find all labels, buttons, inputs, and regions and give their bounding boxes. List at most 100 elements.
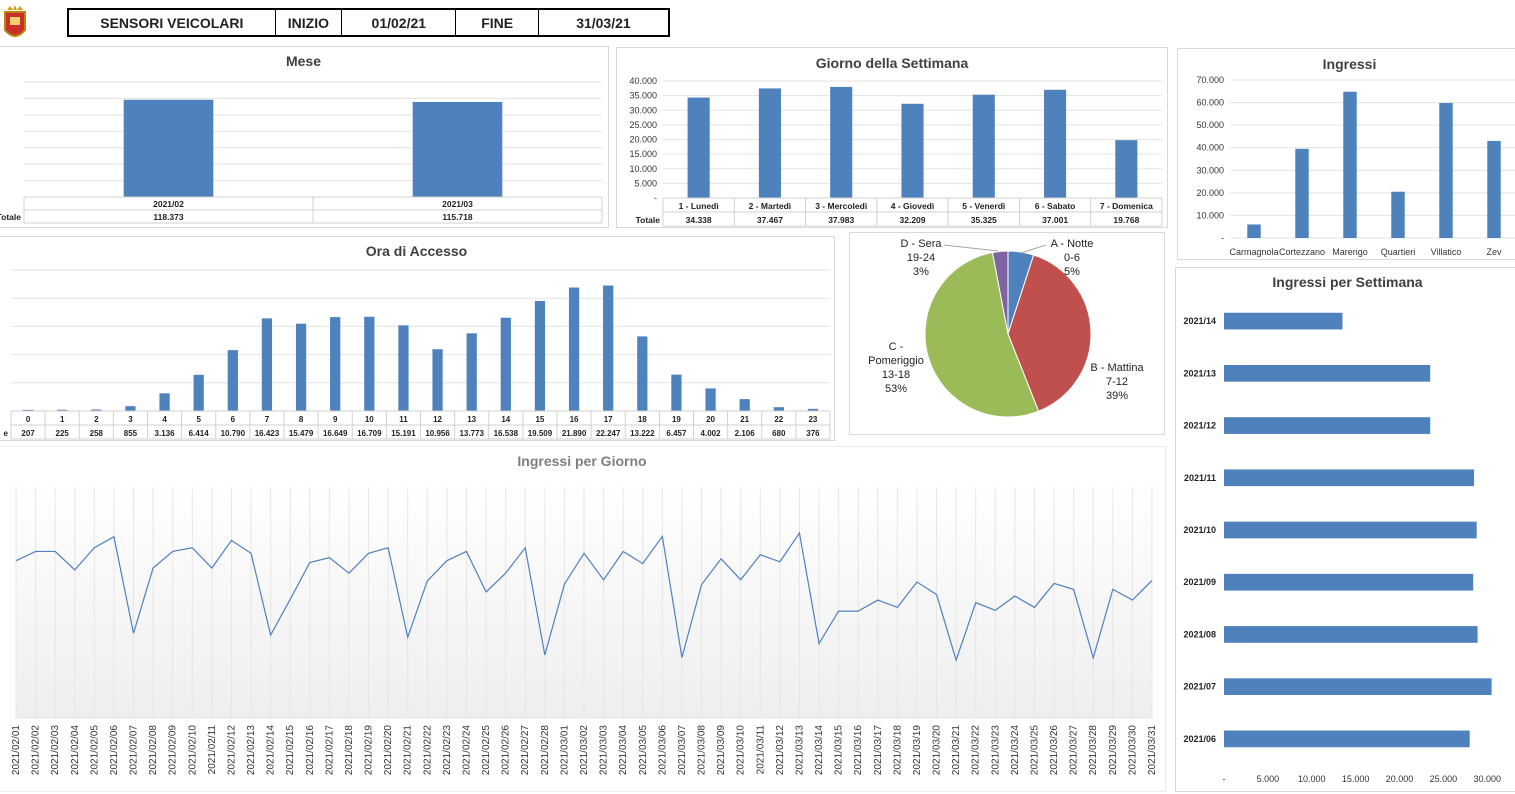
- x-tick-label: 2021/02/01: [11, 725, 22, 775]
- y-tick-label: 40.000: [629, 76, 657, 86]
- ingressi-panel: Ingressi - 10.000 20.000 30.000 40.000 50.000…: [1177, 48, 1515, 260]
- data-label: 6.457: [666, 429, 687, 438]
- x-tick-label: 2021/02/04: [70, 725, 81, 775]
- end-date: 31/03/21: [576, 14, 631, 31]
- category-label: 12: [433, 415, 442, 424]
- x-tick-label: 2021/02/13: [246, 725, 257, 775]
- x-tick-label: 2021/03/27: [1069, 725, 1080, 775]
- category-label: 22: [774, 415, 783, 424]
- bar: [123, 99, 214, 197]
- x-tick-label: 2021/02/02: [31, 725, 42, 775]
- pie-label: C -Pomeriggio 13-18 53%: [868, 341, 924, 395]
- category-label: 18: [638, 415, 647, 424]
- x-tick-label: 2021/03/04: [618, 725, 629, 775]
- bar: [637, 336, 648, 411]
- fascia-panel: A - Notte 0-6 5% B - Mattina 7-12 39% C -Pomer…: [849, 232, 1165, 435]
- category-label: 2 - Martedì: [749, 201, 792, 211]
- bar: [830, 86, 853, 198]
- x-tick-label: 2021/02/16: [305, 725, 316, 775]
- data-label: 37.001: [1042, 215, 1068, 225]
- x-tick-label: 2021/02/24: [461, 725, 472, 775]
- x-tick-label: 2021/03/11: [755, 725, 766, 775]
- category-label: 3: [128, 415, 133, 424]
- bar: [57, 409, 68, 411]
- data-label: 19.768: [1113, 215, 1139, 225]
- chart-title: Ingressi per Settimana: [1272, 274, 1423, 290]
- category-label: 13: [467, 415, 476, 424]
- category-label: 15: [535, 415, 544, 424]
- x-tick-label: 2021/03/31: [1147, 725, 1158, 775]
- data-label: 115.718: [442, 212, 473, 222]
- data-label: 37.467: [757, 215, 783, 225]
- x-tick-label: 2021/02/10: [187, 725, 198, 775]
- x-tick-label: 2021/03/13: [794, 725, 805, 775]
- bar: [227, 350, 238, 411]
- data-label: 207: [21, 429, 35, 438]
- data-label: 258: [90, 429, 104, 438]
- y-tick-label: 10.000: [1196, 210, 1224, 220]
- category-label: 1: [60, 415, 65, 424]
- x-tick-label: 2021/03/22: [971, 725, 982, 775]
- report-header: SENSORI VEICOLARI INIZIO 01/02/21 FINE 3…: [67, 8, 670, 37]
- x-tick-label: 2021/03/20: [932, 725, 943, 775]
- x-tick-label: 2021/02/09: [168, 725, 179, 775]
- bar: [261, 318, 273, 411]
- category-label: 10: [365, 415, 374, 424]
- leader-line: [943, 244, 999, 252]
- x-tick-label: 2021/03/14: [814, 725, 825, 775]
- data-label: 13.773: [459, 429, 484, 438]
- x-tick-label: 2021/03/23: [990, 725, 1001, 775]
- bar: [193, 374, 204, 411]
- data-label: 19.509: [528, 429, 553, 438]
- data-label: 16.649: [323, 429, 348, 438]
- category-label: 16: [570, 415, 579, 424]
- x-tick-label: 25.000: [1430, 774, 1458, 784]
- y-tick-label: 15.000: [629, 149, 657, 159]
- category-label: Zev: [1486, 247, 1502, 257]
- bar: [159, 393, 170, 411]
- y-tick-label: 10.000: [629, 164, 657, 174]
- category-label: 19: [672, 415, 681, 424]
- x-tick-label: 2021/02/11: [207, 725, 218, 775]
- data-label: 15.191: [391, 429, 416, 438]
- x-tick-label: 2021/02/14: [266, 725, 277, 775]
- category-label: 7 - Domenica: [1100, 201, 1153, 211]
- data-label: 21.890: [562, 429, 587, 438]
- y-tick-label: 30.000: [629, 105, 657, 115]
- y-tick-label: 35.000: [629, 91, 657, 101]
- category-label: 2021/14: [1183, 316, 1216, 326]
- bar: [1224, 626, 1478, 643]
- x-tick-label: 2021/02/21: [403, 725, 414, 775]
- x-tick-label: 2021/02/07: [129, 725, 140, 775]
- category-label: 2021/10: [1183, 525, 1216, 535]
- leader-line: [1020, 244, 1047, 254]
- category-label: Carmagnola: [1229, 247, 1278, 257]
- x-tick-label: 2021/03/08: [697, 725, 708, 775]
- bar: [1247, 224, 1261, 238]
- x-tick-label: 2021/03/09: [716, 725, 727, 775]
- chart-title: Mese: [285, 53, 322, 69]
- start-label: INIZIO: [276, 10, 343, 35]
- pie-slice: [1007, 254, 1092, 412]
- category-label: 21: [740, 415, 749, 424]
- category-label: 14: [501, 415, 510, 424]
- data-label: 118.373: [153, 212, 184, 222]
- x-tick-label: 2021/03/19: [912, 725, 923, 775]
- bar: [603, 285, 614, 411]
- chart-title: Ingressi: [1322, 56, 1377, 72]
- category-label: 23: [808, 415, 817, 424]
- data-label: 10.790: [221, 429, 246, 438]
- category-label: 3 - Mercoledì: [815, 201, 867, 211]
- y-tick-label: 25.000: [629, 120, 657, 130]
- x-tick-label: 2021/03/25: [1029, 725, 1040, 775]
- x-tick-label: 2021/02/25: [481, 725, 492, 775]
- bar: [91, 409, 102, 411]
- category-label: 2021/11: [1184, 473, 1216, 483]
- x-tick-label: 20.000: [1386, 774, 1414, 784]
- data-label: 13.222: [630, 429, 655, 438]
- category-label: 17: [604, 415, 613, 424]
- mese-panel: Mese 2021/02 118.373 2021/03 115.718 Totale: [0, 46, 609, 228]
- giornaliero-panel: Ingressi per Giorno 2021/02/01 2021/02/02…: [0, 446, 1166, 792]
- x-tick-label: 2021/03/29: [1108, 725, 1119, 775]
- category-label: Cortezzano: [1279, 247, 1325, 257]
